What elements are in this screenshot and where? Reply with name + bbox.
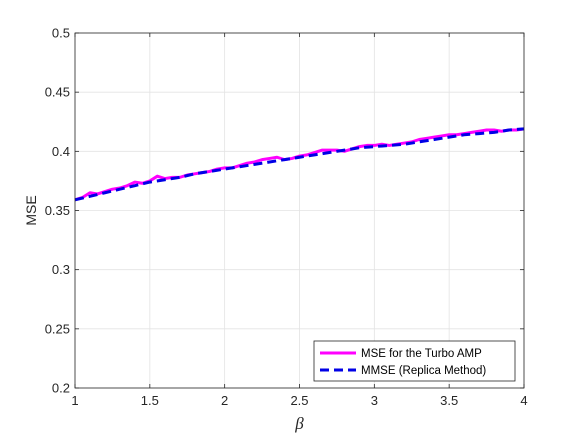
- y-tick-label: 0.2: [52, 381, 70, 396]
- axis-ticks: 1 1.5 2 2.5 3 3.5 4 0.2 0.25 0.3 0.35 0.4 0.45 0.5: [45, 26, 528, 409]
- y-tick-label: 0.5: [52, 26, 70, 41]
- x-tick-label: 2: [221, 393, 228, 408]
- legend: MSE for the Turbo AMP MMSE (Replica Meth…: [313, 340, 516, 382]
- y-tick-label: 0.4: [52, 144, 70, 159]
- x-tick-label: 3.5: [440, 393, 458, 408]
- series-layer: [74, 127, 525, 202]
- legend-label-turbo-amp: MSE for the Turbo AMP: [361, 348, 482, 360]
- y-tick-label: 0.25: [45, 321, 70, 336]
- x-tick-label: 3: [371, 393, 378, 408]
- x-tick-label: 1.5: [141, 393, 159, 408]
- y-tick-label: 0.35: [45, 203, 70, 218]
- x-tick-label: 4: [520, 393, 527, 408]
- legend-box: [313, 340, 516, 382]
- x-tick-label: 1: [71, 393, 78, 408]
- x-tick-label: 2.5: [290, 393, 308, 408]
- y-axis-label: MSE: [23, 195, 39, 225]
- legend-label-mmse-replica: MMSE (Replica Method): [361, 365, 486, 377]
- y-tick-label: 0.3: [52, 262, 70, 277]
- series-line-mmse-replica: [74, 127, 525, 202]
- y-tick-label: 0.45: [45, 85, 70, 100]
- x-axis-label: β: [294, 414, 304, 433]
